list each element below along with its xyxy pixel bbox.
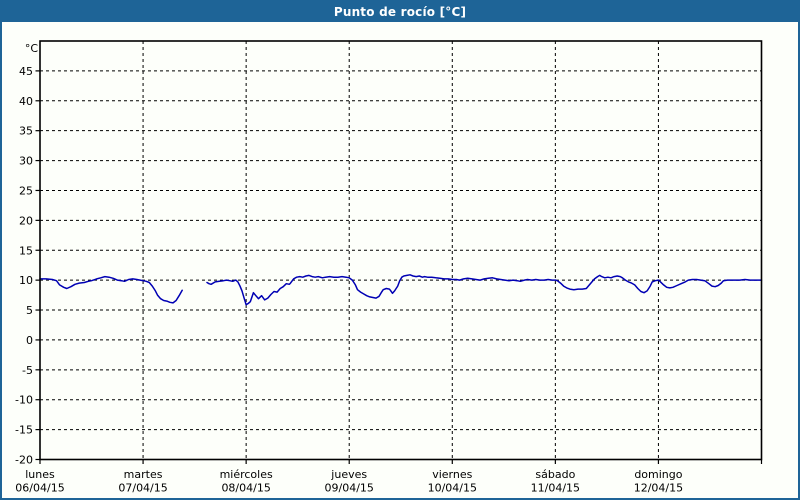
x-date-label: 08/04/15 xyxy=(221,482,270,495)
x-date-label: 09/04/15 xyxy=(325,482,374,495)
y-tick-label: 45 xyxy=(19,65,33,78)
y-tick-label: 25 xyxy=(19,184,33,197)
x-day-name-label: martes xyxy=(124,468,163,481)
x-day-name-label: jueves xyxy=(330,468,367,481)
data-line-segment xyxy=(206,274,763,306)
y-tick-label: 5 xyxy=(26,304,33,317)
axis-ticks xyxy=(35,70,763,464)
x-date-label: 07/04/15 xyxy=(118,482,167,495)
y-tick-label: 0 xyxy=(26,334,33,347)
y-tick-label: 15 xyxy=(19,244,33,257)
chart-title: Punto de rocío [°C] xyxy=(333,5,467,19)
x-day-name-label: lunes xyxy=(25,468,55,481)
y-tick-label: -5 xyxy=(22,364,33,377)
x-date-label: 10/04/15 xyxy=(428,482,477,495)
y-tick-label: -20 xyxy=(15,454,33,467)
gridlines xyxy=(40,41,762,460)
x-date-label: 11/04/15 xyxy=(531,482,580,495)
title-bar: Punto de rocío [°C] xyxy=(2,2,798,22)
y-tick-label: 10 xyxy=(19,274,33,287)
x-day-name-label: miércoles xyxy=(220,468,273,481)
y-axis-unit-label: °C xyxy=(25,42,39,55)
y-tick-label: -10 xyxy=(15,394,33,407)
x-day-name-label: sábado xyxy=(535,468,575,481)
dewpoint-chart: 45 40 35 30 25 20 15 10 5 0 -5 -10 -15 -20 °C lunes06/0… xyxy=(15,40,763,495)
y-tick-label: 40 xyxy=(19,95,33,108)
x-day-name-label: domingo xyxy=(634,468,682,481)
y-tick-label: -15 xyxy=(15,424,33,437)
axis-labels: 45 40 35 30 25 20 15 10 5 0 -5 -10 -15 -20 °C lunes06/0… xyxy=(15,42,683,495)
y-tick-label: 20 xyxy=(19,214,33,227)
x-date-label: 06/04/15 xyxy=(15,482,64,495)
y-tick-label: 30 xyxy=(19,155,33,168)
plot-frame xyxy=(39,40,763,461)
x-date-label: 12/04/15 xyxy=(634,482,683,495)
y-tick-label: 35 xyxy=(19,125,33,138)
data-line-segment xyxy=(39,275,183,304)
x-day-name-label: viernes xyxy=(432,468,472,481)
data-series xyxy=(39,274,763,306)
